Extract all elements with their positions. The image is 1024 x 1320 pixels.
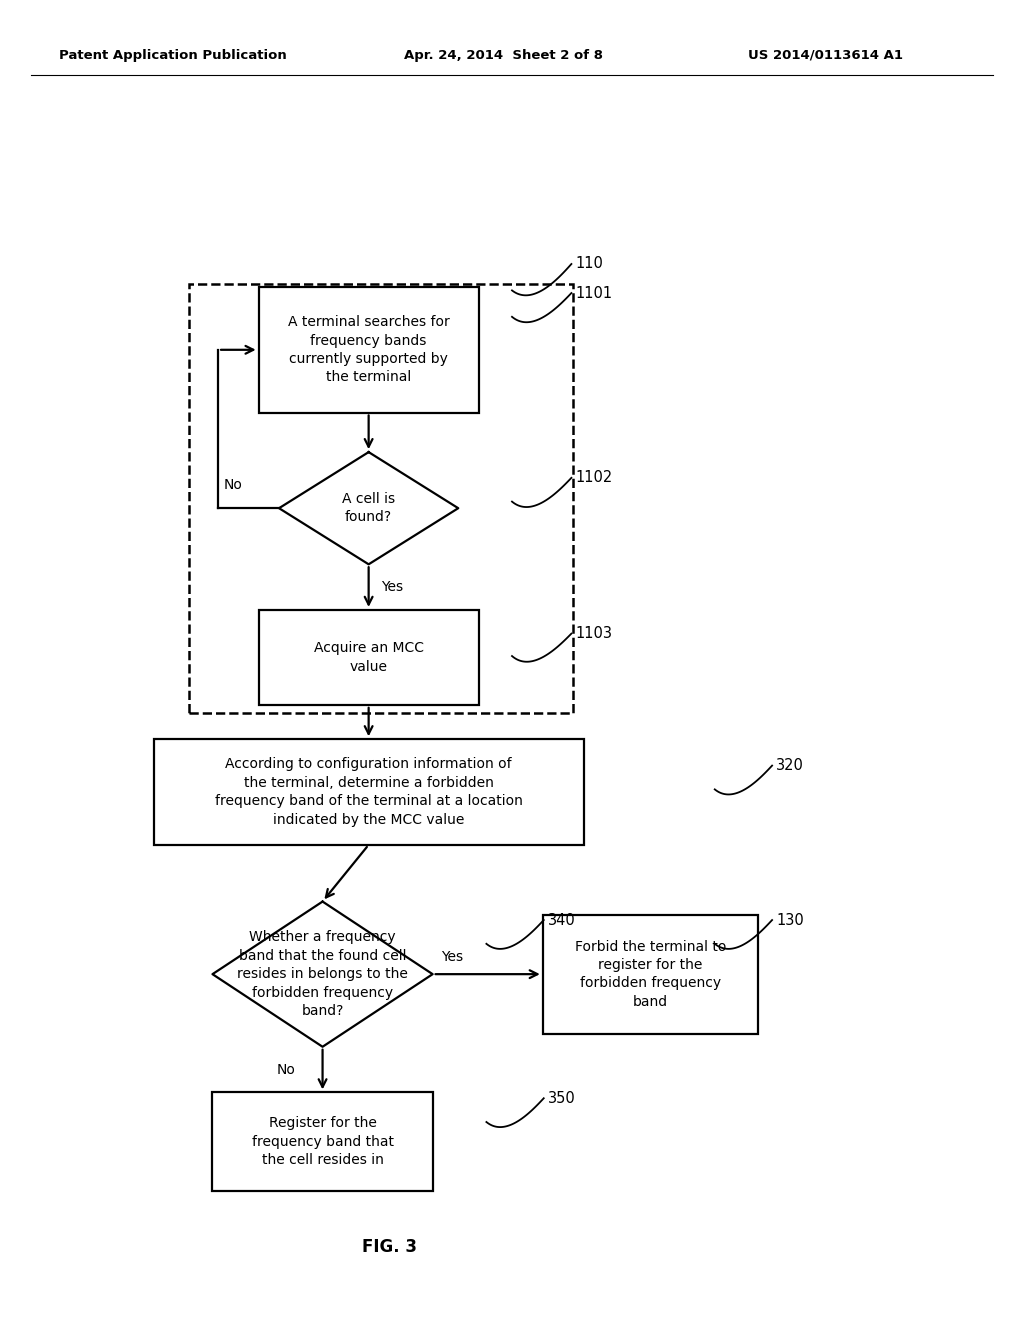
Text: 1102: 1102: [575, 470, 612, 486]
Text: Forbid the terminal to
register for the
forbidden frequency
band: Forbid the terminal to register for the …: [574, 940, 726, 1008]
Text: Register for the
frequency band that
the cell resides in: Register for the frequency band that the…: [252, 1117, 393, 1167]
Text: No: No: [223, 478, 242, 492]
Text: US 2014/0113614 A1: US 2014/0113614 A1: [748, 49, 902, 62]
FancyBboxPatch shape: [543, 915, 758, 1034]
Text: Acquire an MCC
value: Acquire an MCC value: [313, 642, 424, 673]
FancyBboxPatch shape: [258, 610, 479, 705]
Text: A cell is
found?: A cell is found?: [342, 492, 395, 524]
FancyBboxPatch shape: [154, 739, 584, 845]
Text: 340: 340: [548, 912, 575, 928]
Text: No: No: [276, 1063, 295, 1077]
Text: FIG. 3: FIG. 3: [361, 1238, 417, 1257]
FancyBboxPatch shape: [213, 1093, 432, 1191]
Text: A terminal searches for
frequency bands
currently supported by
the terminal: A terminal searches for frequency bands …: [288, 315, 450, 384]
Polygon shape: [279, 451, 459, 565]
Text: Yes: Yes: [440, 949, 463, 964]
Text: According to configuration information of
the terminal, determine a forbidden
fr: According to configuration information o…: [215, 758, 522, 826]
Text: 1101: 1101: [575, 285, 612, 301]
Text: 110: 110: [575, 256, 603, 272]
Text: 130: 130: [776, 912, 804, 928]
Text: 1103: 1103: [575, 626, 612, 642]
Text: Yes: Yes: [381, 579, 403, 594]
Text: 320: 320: [776, 758, 804, 774]
Text: 350: 350: [548, 1090, 575, 1106]
Text: Patent Application Publication: Patent Application Publication: [59, 49, 287, 62]
Text: Apr. 24, 2014  Sheet 2 of 8: Apr. 24, 2014 Sheet 2 of 8: [404, 49, 603, 62]
Polygon shape: [213, 902, 432, 1047]
Text: Whether a frequency
band that the found cell
resides in belongs to the
forbidden: Whether a frequency band that the found …: [238, 931, 408, 1018]
FancyBboxPatch shape: [258, 288, 479, 412]
